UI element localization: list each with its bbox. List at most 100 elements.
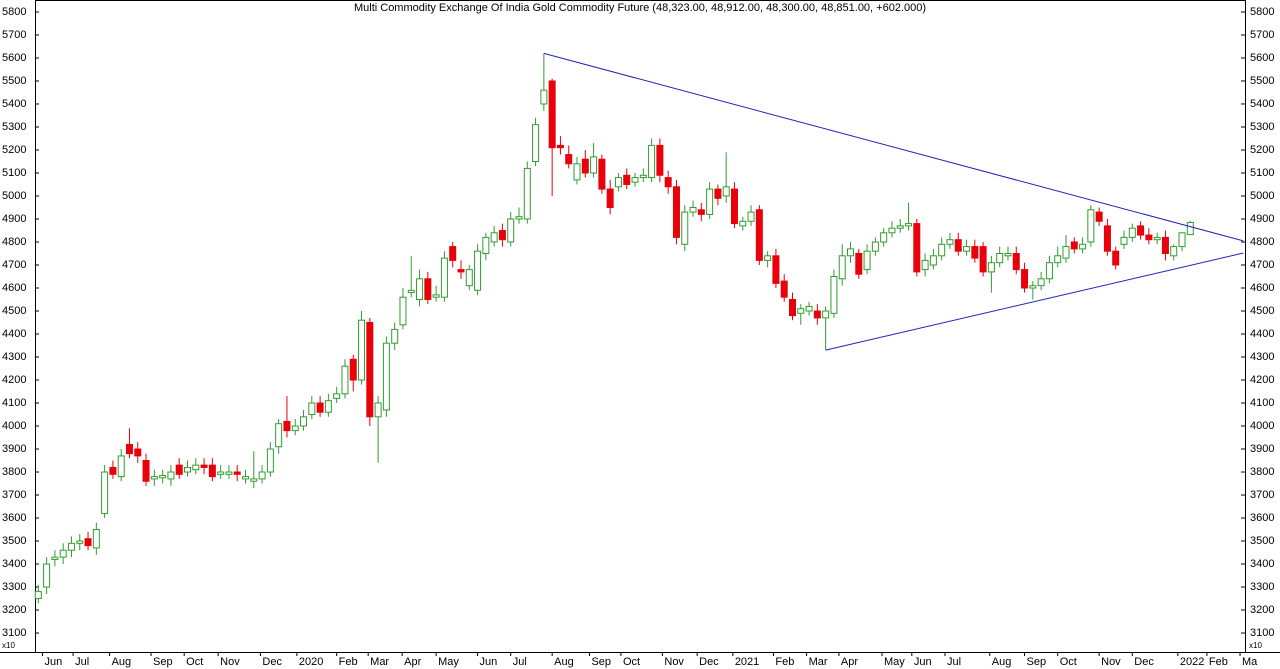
candle-body [159,474,167,479]
candle-body [888,227,896,234]
y-tick-label: 3200 [1250,604,1274,616]
candle-body [125,443,133,455]
y-tick-label: 5300 [1250,121,1274,133]
y-tick-label: 5100 [2,167,26,179]
x-tick-label: May [438,656,459,668]
y-tick-label: 4500 [2,305,26,317]
candle-body [308,402,316,416]
candle-body [76,540,84,544]
candle-body [813,310,821,319]
candle-body [1045,262,1053,280]
x-tick-label: Jun [44,656,62,668]
candle-body [1021,269,1029,289]
y-tick-label: 4400 [2,328,26,340]
x-tick-label: Ma [1242,656,1258,668]
candle-body [764,255,772,261]
x-tick-label: May [884,656,905,668]
y-tick-label: 5700 [2,29,26,41]
y-tick-label: 3300 [1250,581,1274,593]
candle-body [391,328,399,344]
x-tick-label: 2020 [299,656,323,668]
y-tick-label: 5800 [2,6,26,18]
y-tick-label: 3700 [1250,489,1274,501]
candle-body [457,269,465,273]
candle-body [109,466,117,475]
x-tick-label: 2021 [735,656,759,668]
candle-body [142,460,150,482]
candle-body [623,174,631,185]
candle-body [755,209,763,261]
candle-body [871,241,879,252]
y-tick-label: 3100 [1250,627,1274,639]
candle-body [67,542,75,551]
candle-body [333,393,341,399]
candle-body [780,280,788,298]
candle-body [84,538,92,547]
y-tick-label: 5000 [2,190,26,202]
y-tick-label: 5600 [2,52,26,64]
candle-body [1120,236,1128,245]
candle-body [515,216,523,220]
y-tick-label: 3900 [2,443,26,455]
candle-body [1153,236,1161,241]
x-tick-label: Apr [404,656,421,668]
x-tick-label: Jul [513,656,527,668]
x-tick-label: Mar [809,656,828,668]
candle-body [606,188,614,208]
plot-frame [35,0,1246,653]
x-tick-label: Nov [220,656,240,668]
candle-body [134,448,142,457]
trendline [825,252,1244,351]
x-tick-label: Nov [1101,656,1121,668]
candle-body [183,466,191,473]
candle-body [374,402,382,418]
candle-body [283,420,291,432]
y-tick-label: 4500 [1250,305,1274,317]
candle-body [855,252,863,275]
candle-body [217,471,225,475]
candle-body [830,275,838,314]
y-tick-label: 5200 [1250,144,1274,156]
x-tick-label: Oct [186,656,203,668]
y-tick-label: 4600 [2,282,26,294]
candle-body [697,209,705,215]
candle-body [490,232,498,243]
candle-body [358,319,366,381]
candle-body [788,298,796,317]
y-tick-label: 5000 [1250,190,1274,202]
candle-body [1062,246,1070,259]
x-tick-label: Nov [664,656,684,668]
candle-body [805,305,813,312]
candle-body [192,464,200,471]
candle-body [465,269,473,287]
y-tick-label: 5200 [2,144,26,156]
y-tick-label: 4200 [2,374,26,386]
candle-body [291,425,299,432]
candle-body [987,262,995,273]
candle-body [250,478,258,482]
y-tick-label: 4300 [1250,351,1274,363]
x-tick-label: Jul [947,656,961,668]
candle-body [523,167,531,220]
y-tick-label: 3600 [1250,512,1274,524]
x-tick-label: Oct [1060,656,1077,668]
y-tick-label: 5400 [1250,98,1274,110]
candle-body [1112,250,1120,266]
candle-body [573,163,581,181]
y-tick-label: 4200 [1250,374,1274,386]
y-tick-label: 4900 [2,213,26,225]
x-tick-label: Feb [339,656,358,668]
y-tick-label: 5500 [1250,75,1274,87]
y-tick-label: 3400 [2,558,26,570]
candle-body [822,310,830,319]
candle-body [498,229,506,241]
candle-body [532,124,540,162]
candle-body [43,563,51,588]
candle-body [242,476,250,480]
candle-body [474,250,482,291]
candle-body [1170,246,1178,257]
y-tick-label: 3800 [1250,466,1274,478]
candle-body [1137,225,1145,236]
candle-body [938,243,946,257]
candle-body [565,154,573,165]
